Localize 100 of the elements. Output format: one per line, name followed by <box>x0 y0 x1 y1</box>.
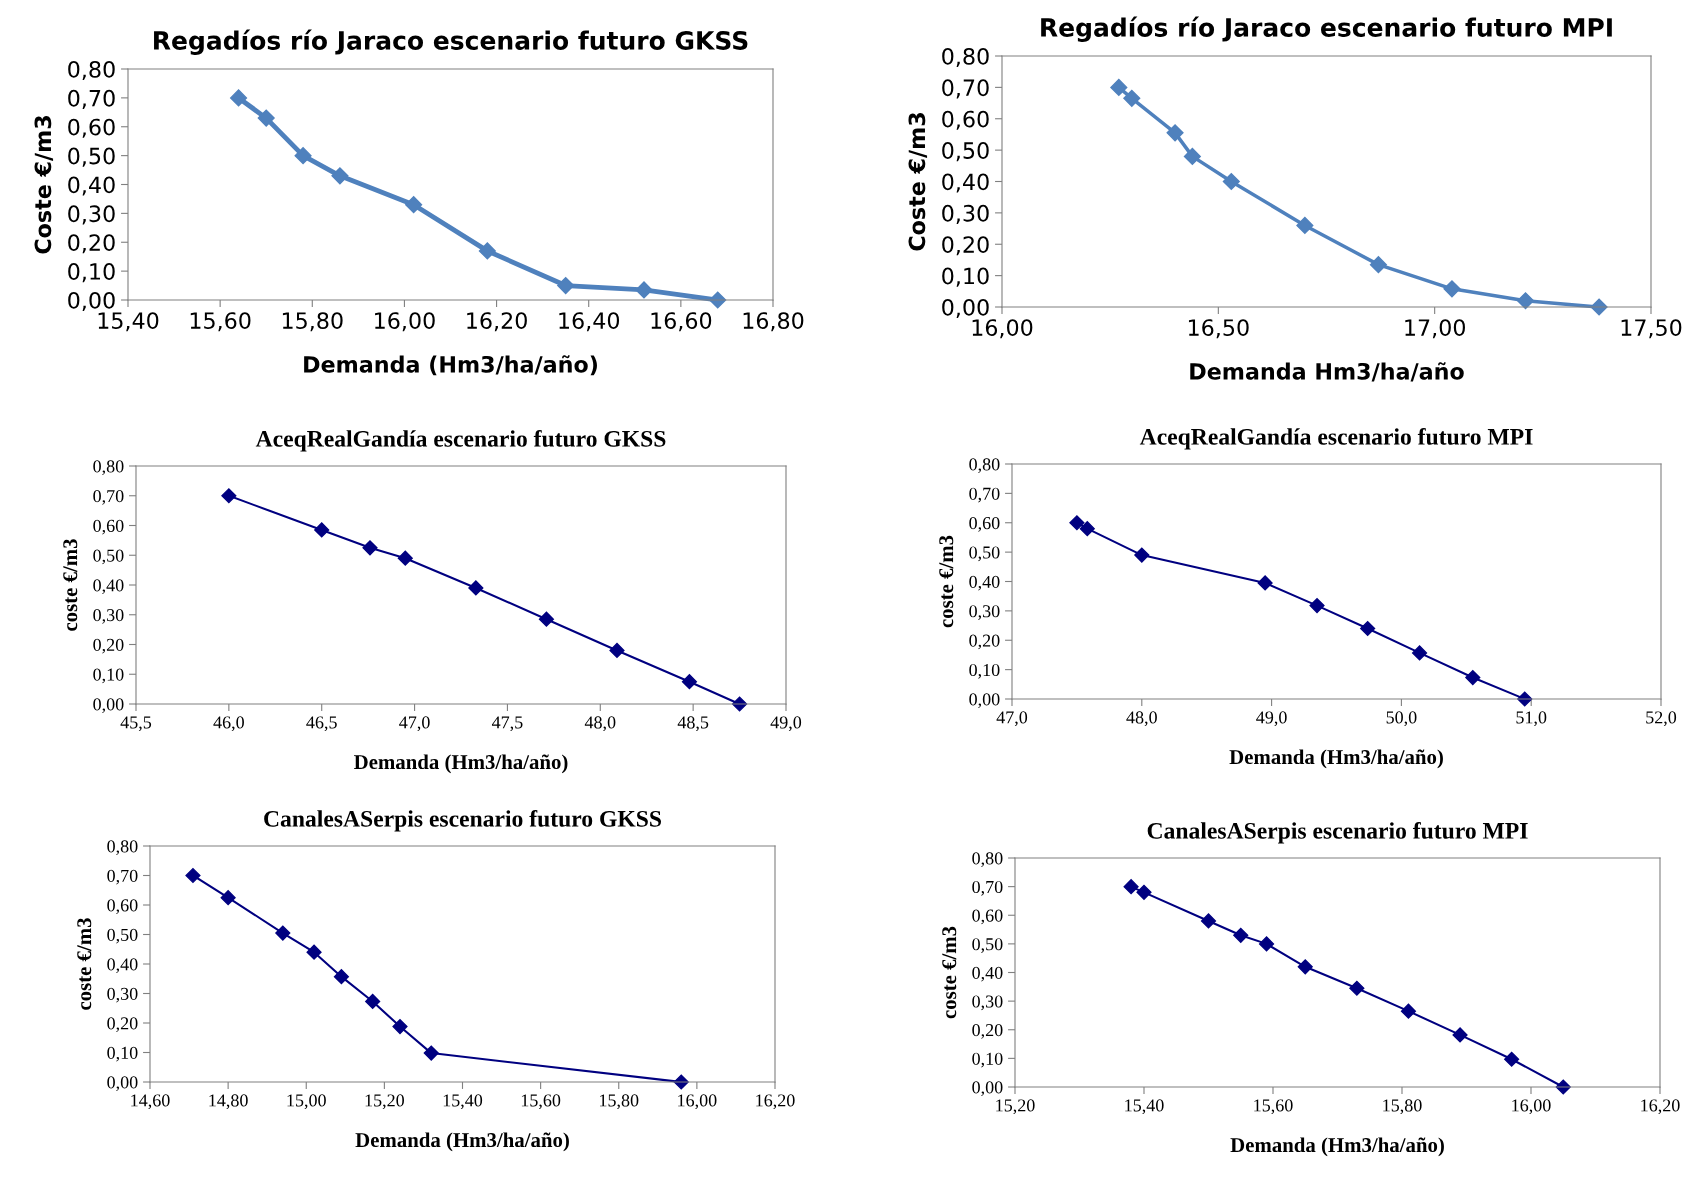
x-tick-label: 47,5 <box>491 716 523 732</box>
y-tick-label: 0,70 <box>107 869 138 885</box>
y-tick-label: 0,60 <box>93 519 124 535</box>
point <box>1200 913 1217 929</box>
y-tick-label: 0,80 <box>107 840 138 856</box>
point <box>1349 980 1365 996</box>
point <box>1443 280 1461 298</box>
point <box>221 488 237 504</box>
point <box>333 969 349 985</box>
y-tick-label: 0,50 <box>969 546 1000 562</box>
x-tick-label: 49,0 <box>1256 711 1287 727</box>
point <box>1233 927 1249 943</box>
x-tick-label: 16,20 <box>467 312 527 332</box>
y-tick-label: 0,40 <box>972 966 1003 982</box>
y-tick-label: 0,80 <box>93 460 124 476</box>
x-tick-label: 46,5 <box>306 716 337 732</box>
y-tick-label: 0,30 <box>942 204 989 224</box>
y-tick-label: 0,80 <box>942 47 989 68</box>
x-axis-title: Demanda (Hm3/ha/año) <box>354 754 568 774</box>
y-tick-label: 0,00 <box>972 1081 1003 1097</box>
y-tick-label: 0,80 <box>969 458 1000 474</box>
point <box>1411 645 1428 661</box>
y-tick-label: 0,00 <box>969 693 1000 709</box>
point <box>1110 78 1128 96</box>
y-tick-label: 0,20 <box>972 1024 1003 1039</box>
x-axis-title: Demanda (Hm3/ha/año) <box>304 355 597 376</box>
x-tick-label: 16,50 <box>1188 319 1249 339</box>
point <box>257 109 275 127</box>
y-tick-label: 0,60 <box>107 899 138 915</box>
x-tick-label: 47,0 <box>399 716 430 732</box>
y-tick-label: 0,20 <box>969 634 1000 650</box>
y-tick-label: 0,40 <box>942 173 989 193</box>
x-axis-title: Demanda (Hm3/ha/año) <box>1229 749 1443 769</box>
point <box>1166 124 1184 142</box>
y-tick-label: 0,50 <box>68 147 115 167</box>
x-tick-label: 15,80 <box>1383 1099 1422 1115</box>
x-tick-label: 51,0 <box>1516 711 1547 727</box>
x-tick-label: 14,80 <box>209 1094 248 1110</box>
y-tick-label: 0,60 <box>942 110 989 130</box>
y-axis-title: Coste €/m3 <box>908 113 928 251</box>
x-tick-label: 15,20 <box>365 1094 404 1110</box>
x-tick-label: 16,00 <box>375 312 435 332</box>
y-tick-label: 0,10 <box>972 1052 1003 1068</box>
chart-title: CanalesASerpis escenario futuro GKSS <box>264 809 662 832</box>
x-tick-label: 16,80 <box>743 312 804 332</box>
y-tick-label: 0,60 <box>972 909 1003 925</box>
y-tick-label: 0,70 <box>942 79 989 99</box>
point <box>230 89 248 107</box>
y-tick-label: 0,70 <box>969 487 1000 503</box>
point <box>1296 216 1314 234</box>
y-tick-label: 0,10 <box>93 668 124 684</box>
point <box>294 147 312 165</box>
y-tick-label: 0,80 <box>972 852 1003 868</box>
x-tick-label: 16,40 <box>559 312 620 332</box>
y-tick-label: 0,80 <box>68 60 115 81</box>
x-tick-label: 15,00 <box>287 1094 326 1110</box>
x-tick-label: 16,00 <box>678 1094 717 1110</box>
x-tick-label: 14,60 <box>131 1094 170 1110</box>
x-tick-label: 49,0 <box>770 716 802 732</box>
x-tick-label: 17,50 <box>1621 319 1682 339</box>
y-axis-title: coste €/m3 <box>77 918 92 1010</box>
y-tick-label: 0,40 <box>107 958 138 974</box>
x-tick-label: 48,5 <box>677 716 709 732</box>
y-tick-label: 0,00 <box>107 1076 138 1092</box>
x-tick-label: 15,20 <box>996 1099 1035 1115</box>
point <box>1222 172 1240 191</box>
point <box>1134 547 1150 563</box>
x-tick-label: 16,60 <box>651 312 712 332</box>
y-axis-title: Coste €/m3 <box>34 116 54 254</box>
x-tick-label: 15,60 <box>190 312 251 332</box>
y-tick-label: 0,30 <box>107 987 138 1003</box>
x-tick-label: 47,0 <box>996 711 1028 727</box>
y-tick-label: 0,20 <box>68 234 115 254</box>
point <box>1079 521 1095 537</box>
x-tick-label: 52,0 <box>1646 711 1677 727</box>
x-tick-label: 17,00 <box>1405 319 1465 339</box>
y-tick-label: 0,70 <box>972 880 1003 896</box>
point <box>557 277 575 295</box>
point <box>306 944 322 960</box>
point <box>1136 884 1152 900</box>
point <box>423 1045 439 1061</box>
point <box>1069 515 1085 531</box>
point <box>1183 147 1201 165</box>
point <box>314 522 330 538</box>
x-tick-label: 15,60 <box>1254 1099 1293 1115</box>
y-tick-label: 0,00 <box>93 698 124 714</box>
point <box>1123 89 1141 107</box>
point <box>1369 256 1387 274</box>
y-tick-label: 0,30 <box>972 995 1003 1011</box>
x-tick-label: 15,80 <box>282 312 343 332</box>
x-tick-label: 15,40 <box>98 312 159 332</box>
point <box>1452 1027 1468 1043</box>
point <box>1258 936 1275 952</box>
y-tick-label: 0,50 <box>972 938 1003 953</box>
y-tick-label: 0,30 <box>93 609 124 624</box>
x-tick-label: 15,60 <box>521 1094 561 1110</box>
x-tick-label: 48,0 <box>584 716 616 732</box>
chart-title: CanalesASerpis escenario futuro MPI <box>1147 821 1528 844</box>
y-axis-title: coste €/m3 <box>63 539 78 631</box>
point <box>1400 1003 1417 1019</box>
